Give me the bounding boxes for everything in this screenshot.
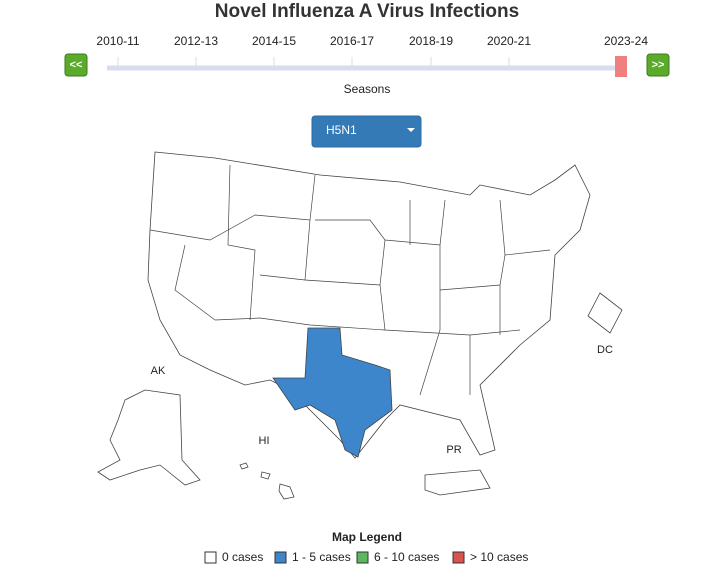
texas (272, 327, 393, 458)
map: AK HI DC PR (97, 151, 623, 500)
legend-title: Map Legend (332, 530, 402, 544)
dropdown-value[interactable]: H5N1 (326, 123, 357, 137)
state-label: DC (597, 344, 613, 356)
season-label: 2023-24 (604, 34, 648, 48)
legend-label: 1 - 5 cases (292, 550, 351, 564)
prev-button[interactable] (64, 53, 88, 77)
state-borders (149, 164, 551, 396)
us-outline (147, 151, 591, 459)
puerto-rico (424, 469, 491, 496)
legend-swatch (356, 551, 369, 564)
dropdown-caret[interactable] (407, 128, 415, 132)
slider-handle[interactable] (615, 56, 627, 77)
next-button-label[interactable]: >> (652, 59, 665, 71)
season-label: 2010-11 (96, 34, 139, 48)
season-label: 2014-15 (252, 34, 296, 48)
title: Novel Influenza A Virus Infections (215, 1, 519, 22)
slider-label: Seasons (344, 82, 391, 96)
legend-label: 0 cases (222, 550, 263, 564)
legend-swatch (204, 551, 217, 564)
season-labels: 2010-11 2012-13 2014-15 2016-17 2018-19 2020-… (96, 34, 648, 68)
next-button[interactable] (646, 53, 670, 77)
dropdown[interactable] (311, 115, 422, 148)
hawaii (239, 462, 295, 500)
legend-label: 6 - 10 cases (374, 550, 439, 564)
legend: 0 cases 1 - 5 cases 6 - 10 cases > 10 cases (204, 550, 528, 564)
prev-button-label[interactable]: << (70, 59, 83, 71)
legend-swatch (274, 551, 287, 564)
season-label: 2016-17 (330, 34, 374, 48)
legend-label: > 10 cases (470, 550, 528, 564)
legend-swatch (452, 551, 465, 564)
season-label: 2018-19 (409, 34, 453, 48)
state-label: PR (446, 444, 461, 456)
state-label: AK (151, 365, 166, 377)
alaska (97, 389, 201, 486)
dc (587, 292, 623, 334)
season-label: 2020-21 (487, 34, 531, 48)
season-label: 2012-13 (174, 34, 218, 48)
state-label: HI (259, 435, 270, 447)
